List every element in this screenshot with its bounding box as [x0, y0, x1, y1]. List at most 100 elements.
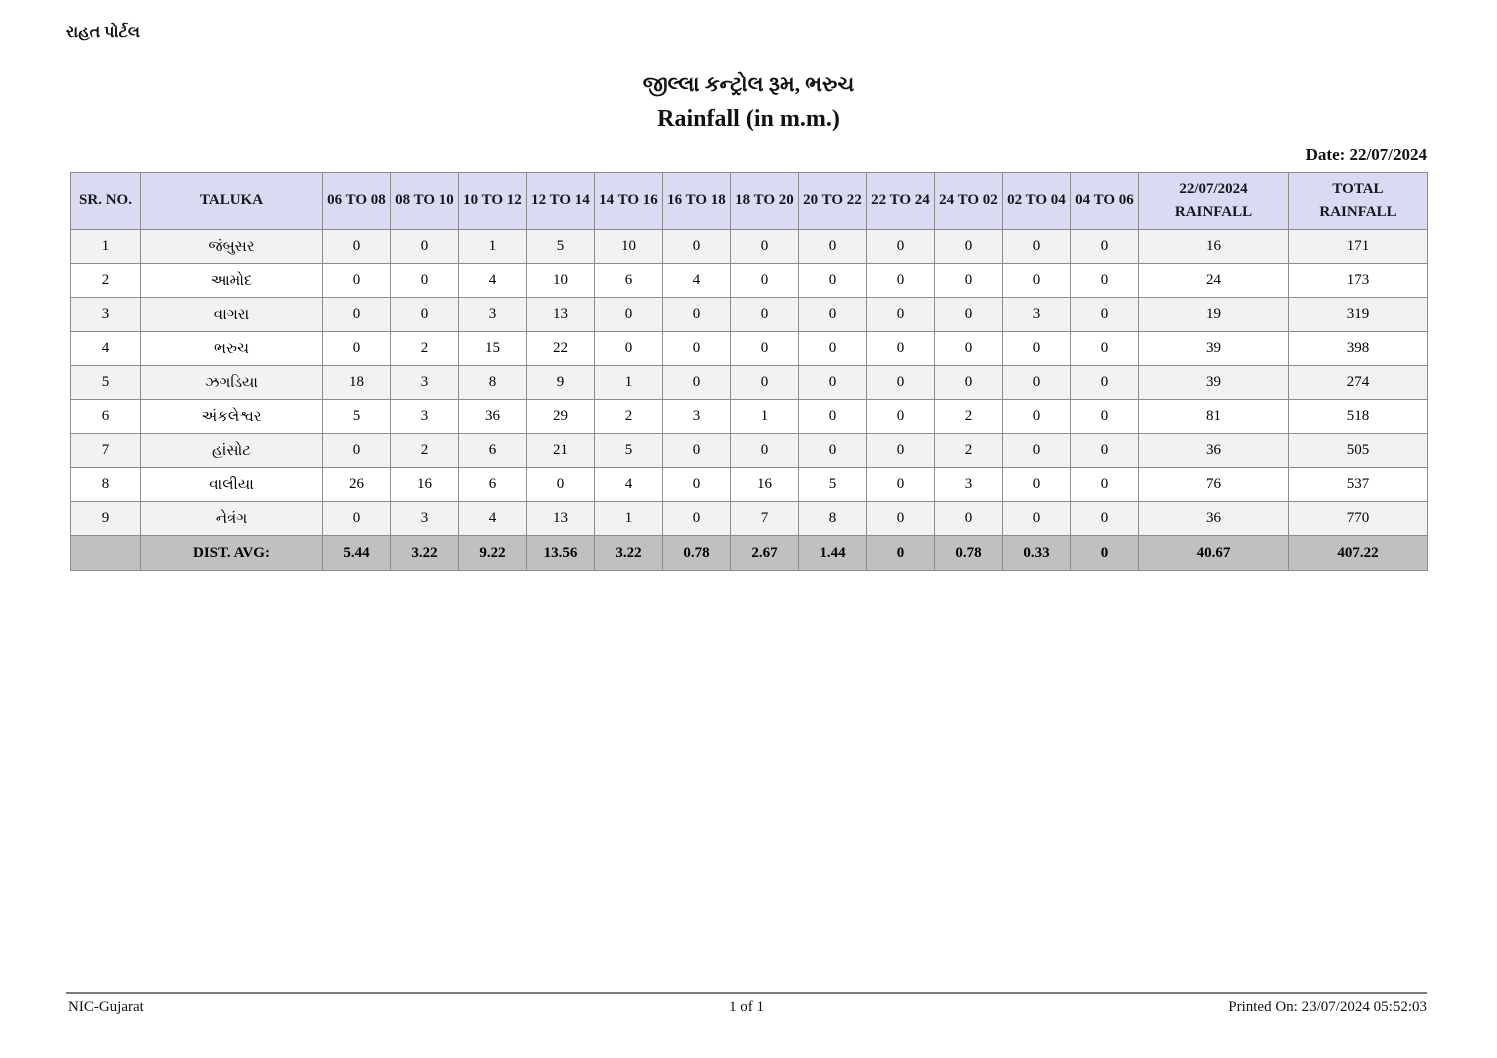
value-cell: 0 — [1002, 501, 1071, 536]
value-cell: 13 — [526, 297, 595, 332]
avg-value-cell: 5.44 — [322, 535, 391, 571]
column-header: 02 TO 04 — [1002, 172, 1071, 230]
value-cell: 3 — [390, 399, 459, 434]
column-header: TALUKA — [140, 172, 323, 230]
value-cell: 21 — [526, 433, 595, 468]
value-cell: 0 — [730, 365, 799, 400]
value-cell: 36 — [458, 399, 527, 434]
value-cell: 0 — [866, 331, 935, 366]
value-cell: 0 — [934, 263, 1003, 298]
value-cell: 0 — [1002, 467, 1071, 502]
footer-agency: NIC-Gujarat — [68, 999, 144, 1015]
value-cell: 0 — [866, 263, 935, 298]
table-row: 2 આમોદ 0 0 4 10 6 4 0 0 0 0 0 0 24 173 — [70, 263, 1428, 298]
column-header: 14 TO 16 — [594, 172, 663, 230]
column-header: 22 TO 24 — [866, 172, 935, 230]
value-cell: 0 — [322, 297, 391, 332]
taluka-cell: વાલીયા — [140, 467, 323, 502]
table-row: 9 નેત્રંગ 0 3 4 13 1 0 7 8 0 0 0 0 36 770 — [70, 501, 1428, 536]
avg-value-cell: 0.78 — [934, 535, 1003, 571]
column-header: 16 TO 18 — [662, 172, 731, 230]
report-date: Date: 22/07/2024 — [1305, 145, 1427, 164]
table-row: 8 વાલીયા 26 16 6 0 4 0 16 5 0 3 0 0 76 537 — [70, 467, 1428, 502]
value-cell: 0 — [730, 297, 799, 332]
value-cell: 0 — [662, 331, 731, 366]
value-cell: 29 — [526, 399, 595, 434]
table-row: 6 અંકલેશ્વર 5 3 36 29 2 3 1 0 0 2 0 0 81 518 — [70, 399, 1428, 434]
value-cell: 0 — [322, 331, 391, 366]
value-cell: 10 — [594, 229, 663, 264]
value-cell: 0 — [390, 263, 459, 298]
value-cell: 0 — [866, 365, 935, 400]
avg-value-cell: 0.33 — [1002, 535, 1071, 571]
taluka-cell: અંકલેશ્વર — [140, 399, 323, 434]
value-cell: 0 — [662, 467, 731, 502]
sr-no-cell: 6 — [70, 399, 141, 434]
value-cell: 0 — [322, 433, 391, 468]
value-cell: 4 — [458, 263, 527, 298]
taluka-cell: વાગરા — [140, 297, 323, 332]
value-cell: 3 — [1002, 297, 1071, 332]
value-cell: 0 — [662, 297, 731, 332]
table-row: 1 જંબુસર 0 0 1 5 10 0 0 0 0 0 0 0 16 171 — [70, 229, 1428, 264]
value-cell: 24 — [1138, 263, 1289, 298]
value-cell: 0 — [1002, 433, 1071, 468]
avg-value-cell: 3.22 — [390, 535, 459, 571]
value-cell: 81 — [1138, 399, 1289, 434]
value-cell: 0 — [1070, 399, 1139, 434]
district-average-row: DIST. AVG: 5.44 3.22 9.22 13.56 3.22 0.78 2.67 1… — [70, 535, 1428, 571]
sr-no-cell: 7 — [70, 433, 141, 468]
value-cell: 0 — [866, 229, 935, 264]
column-header: 24 TO 02 — [934, 172, 1003, 230]
value-cell: 1 — [458, 229, 527, 264]
value-cell: 0 — [1070, 501, 1139, 536]
portal-label: રાહત પોર્ટલ — [66, 24, 140, 41]
value-cell: 0 — [1002, 229, 1071, 264]
value-cell: 0 — [594, 331, 663, 366]
avg-value-cell: 13.56 — [526, 535, 595, 571]
avg-value-cell: 1.44 — [798, 535, 867, 571]
value-cell: 0 — [934, 501, 1003, 536]
value-cell: 537 — [1288, 467, 1428, 502]
value-cell: 0 — [866, 297, 935, 332]
table-row: 4 ભરુચ 0 2 15 22 0 0 0 0 0 0 0 0 39 398 — [70, 331, 1428, 366]
page-subtitle: Rainfall (in m.m.) — [657, 106, 840, 132]
value-cell: 0 — [866, 501, 935, 536]
value-cell: 3 — [458, 297, 527, 332]
value-cell: 398 — [1288, 331, 1428, 366]
value-cell: 0 — [934, 229, 1003, 264]
table-row: 3 વાગરા 0 0 3 13 0 0 0 0 0 0 3 0 19 319 — [70, 297, 1428, 332]
value-cell: 9 — [526, 365, 595, 400]
value-cell: 0 — [594, 297, 663, 332]
value-cell: 0 — [526, 467, 595, 502]
value-cell: 15 — [458, 331, 527, 366]
avg-value-cell: 0 — [866, 535, 935, 571]
value-cell: 5 — [798, 467, 867, 502]
column-header: 06 TO 08 — [322, 172, 391, 230]
value-cell: 8 — [798, 501, 867, 536]
avg-value-cell: 2.67 — [730, 535, 799, 571]
value-cell: 0 — [934, 297, 1003, 332]
avg-value-cell: 0 — [1070, 535, 1139, 571]
avg-value-cell: 3.22 — [594, 535, 663, 571]
value-cell: 0 — [1070, 365, 1139, 400]
value-cell: 0 — [866, 433, 935, 468]
value-cell: 22 — [526, 331, 595, 366]
sr-no-cell: 9 — [70, 501, 141, 536]
value-cell: 10 — [526, 263, 595, 298]
value-cell: 16 — [730, 467, 799, 502]
value-cell: 3 — [662, 399, 731, 434]
value-cell: 274 — [1288, 365, 1428, 400]
value-cell: 2 — [934, 433, 1003, 468]
value-cell: 0 — [798, 229, 867, 264]
value-cell: 36 — [1138, 433, 1289, 468]
value-cell: 3 — [934, 467, 1003, 502]
value-cell: 0 — [390, 297, 459, 332]
table-header-row: SR. NO. TALUKA 06 TO 08 08 TO 10 10 TO 12 12 … — [70, 172, 1428, 230]
value-cell: 0 — [934, 331, 1003, 366]
sr-no-cell: 3 — [70, 297, 141, 332]
value-cell: 2 — [594, 399, 663, 434]
value-cell: 0 — [322, 229, 391, 264]
page-footer: NIC-Gujarat 1 of 1 Printed On: 23/07/202… — [66, 992, 1427, 1016]
table-head: SR. NO. TALUKA 06 TO 08 08 TO 10 10 TO 12 12 … — [70, 172, 1428, 230]
